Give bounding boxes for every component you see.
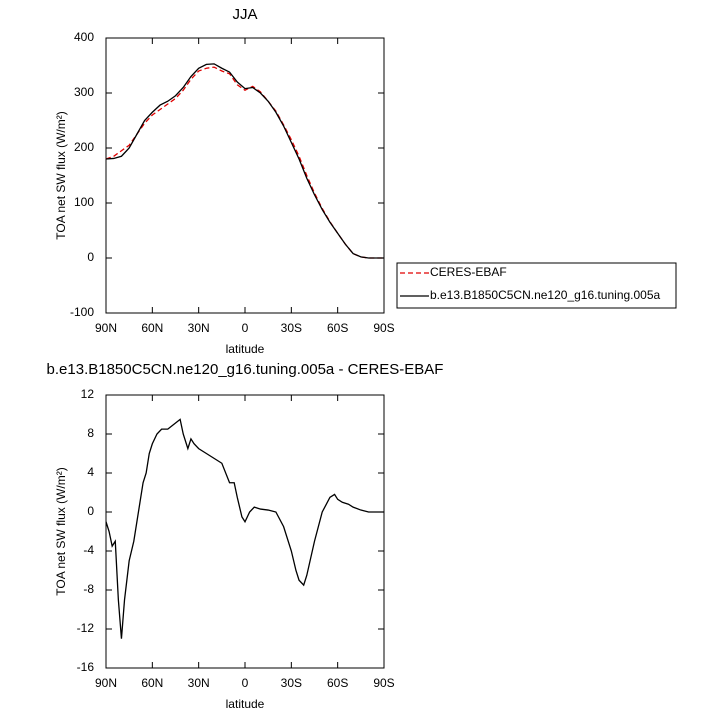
- y-tick-label: 400: [74, 30, 94, 44]
- y-tick-label: -4: [83, 543, 94, 557]
- x-tick-label: 30N: [188, 321, 210, 335]
- x-tick-label: 90S: [373, 321, 394, 335]
- plot-frame: [105, 37, 385, 314]
- y-tick-label: 300: [74, 85, 94, 99]
- x-axis-label: latitude: [226, 697, 265, 711]
- x-tick-label: 90N: [95, 676, 117, 690]
- chart-title: b.e13.B1850C5CN.ne120_g16.tuning.005a - …: [47, 361, 444, 378]
- y-axis-label: TOA net SW flux (W/m²): [54, 467, 68, 595]
- chart-title: JJA: [232, 6, 257, 23]
- x-tick-label: 90N: [95, 321, 117, 335]
- legend-box: [396, 262, 677, 309]
- x-tick-label: 60N: [141, 676, 163, 690]
- y-tick-label: 200: [74, 140, 94, 154]
- x-tick-label: 90S: [373, 676, 394, 690]
- y-axis-label: TOA net SW flux (W/m²): [54, 111, 68, 239]
- data-line: [105, 66, 384, 259]
- data-line: [105, 418, 384, 639]
- x-tick-label: 60N: [141, 321, 163, 335]
- plot-frame: [105, 394, 385, 669]
- x-tick-label: 0: [242, 676, 249, 690]
- y-tick-label: 100: [74, 195, 94, 209]
- y-tick-label: -8: [83, 582, 94, 596]
- x-tick-label: 60S: [327, 676, 348, 690]
- legend-label: CERES-EBAF: [430, 265, 507, 279]
- x-tick-label: 30S: [281, 321, 302, 335]
- y-tick-label: -12: [77, 621, 95, 635]
- x-tick-label: 30N: [188, 676, 210, 690]
- legend-label: b.e13.B1850C5CN.ne120_g16.tuning.005a: [430, 288, 661, 302]
- data-line: [105, 63, 384, 259]
- x-tick-label: 60S: [327, 321, 348, 335]
- y-tick-label: -16: [77, 660, 95, 674]
- y-tick-label: 0: [87, 250, 94, 264]
- y-tick-label: 12: [81, 387, 95, 401]
- y-tick-label: -100: [70, 305, 94, 319]
- y-tick-label: 8: [87, 426, 94, 440]
- y-tick-label: 4: [87, 465, 94, 479]
- x-tick-label: 0: [242, 321, 249, 335]
- x-tick-label: 30S: [281, 676, 302, 690]
- x-axis-label: latitude: [226, 342, 265, 356]
- y-tick-label: 0: [87, 504, 94, 518]
